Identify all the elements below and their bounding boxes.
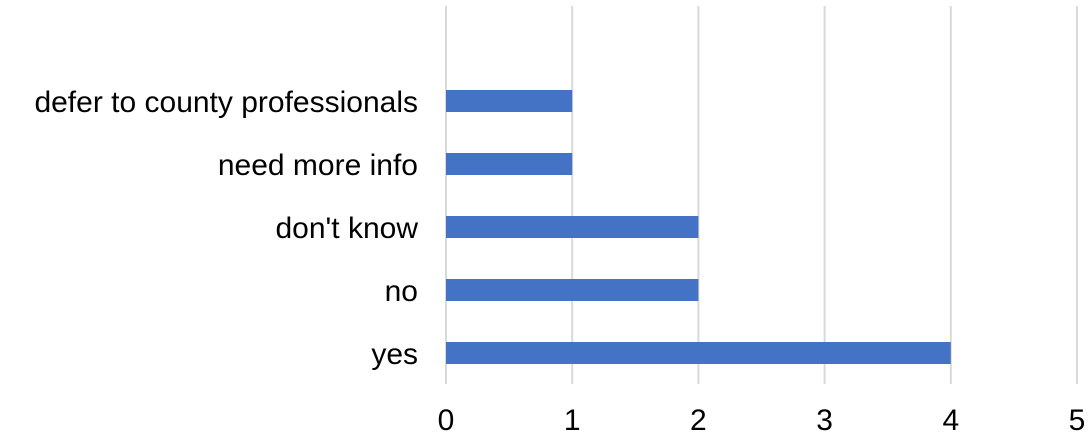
category-label-defer-to-county-professionals: defer to county professionals [34,86,418,119]
x-tick-label-4: 4 [942,404,959,437]
category-label-no: no [385,275,418,308]
x-tick-label-3: 3 [816,404,833,437]
category-labels: defer to county professionals need more i… [34,86,418,371]
category-label-don-t-know: don't know [276,212,419,245]
bar-don-t-know [446,216,699,238]
gridlines [445,6,1078,384]
bar-defer-to-county-professionals [446,90,573,112]
x-tick-label-5: 5 [1069,404,1086,437]
bar-need-more-info [446,153,573,175]
x-tick-label-2: 2 [690,404,707,437]
bars [446,90,951,364]
category-label-need-more-info: need more info [218,149,418,182]
x-tick-label-1: 1 [564,404,581,437]
category-label-yes: yes [371,338,418,371]
bar-yes [446,342,951,364]
x-tick-label-0: 0 [438,404,455,437]
x-tick-labels: 0 1 2 3 4 5 [438,404,1086,437]
bar-no [446,279,699,301]
